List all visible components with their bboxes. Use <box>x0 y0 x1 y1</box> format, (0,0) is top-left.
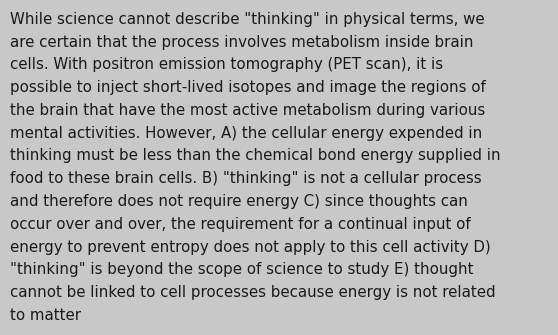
Text: the brain that have the most active metabolism during various: the brain that have the most active meta… <box>10 103 485 118</box>
Text: cells. With positron emission tomography (PET scan), it is: cells. With positron emission tomography… <box>10 57 443 72</box>
Text: are certain that the process involves metabolism inside brain: are certain that the process involves me… <box>10 35 474 50</box>
Text: possible to inject short-lived isotopes and image the regions of: possible to inject short-lived isotopes … <box>10 80 486 95</box>
Text: to matter: to matter <box>10 308 81 323</box>
Text: While science cannot describe "thinking" in physical terms, we: While science cannot describe "thinking"… <box>10 12 485 27</box>
Text: occur over and over, the requirement for a continual input of: occur over and over, the requirement for… <box>10 217 471 232</box>
Text: mental activities. However, A) the cellular energy expended in: mental activities. However, A) the cellu… <box>10 126 482 141</box>
Text: energy to prevent entropy does not apply to this cell activity D): energy to prevent entropy does not apply… <box>10 240 491 255</box>
Text: thinking must be less than the chemical bond energy supplied in: thinking must be less than the chemical … <box>10 148 501 163</box>
Text: food to these brain cells. B) "thinking" is not a cellular process: food to these brain cells. B) "thinking"… <box>10 171 482 186</box>
Text: cannot be linked to cell processes because energy is not related: cannot be linked to cell processes becau… <box>10 285 496 300</box>
Text: "thinking" is beyond the scope of science to study E) thought: "thinking" is beyond the scope of scienc… <box>10 262 474 277</box>
Text: and therefore does not require energy C) since thoughts can: and therefore does not require energy C)… <box>10 194 468 209</box>
